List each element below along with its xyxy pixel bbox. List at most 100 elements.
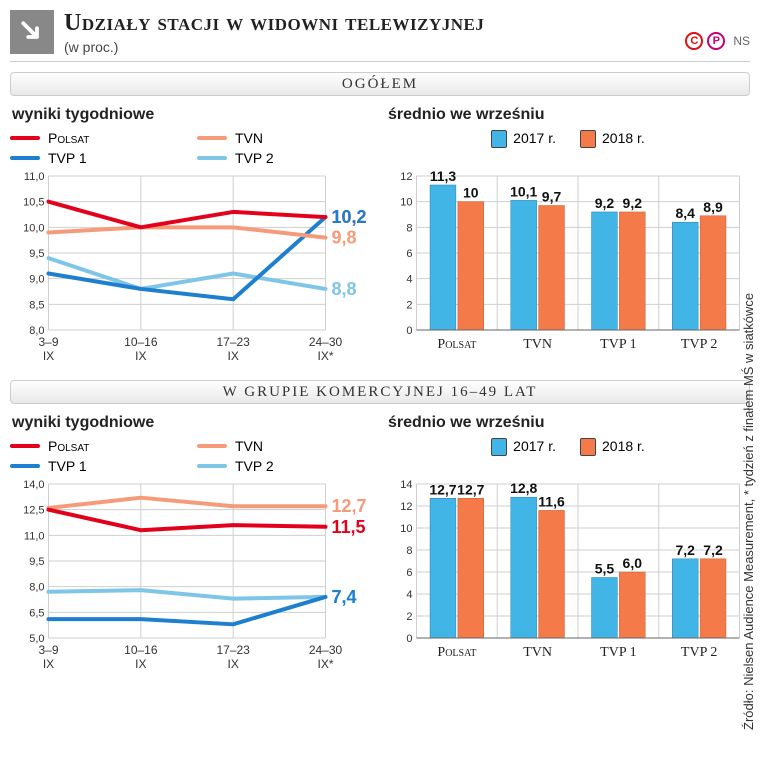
svg-text:6,0: 6,0 [623, 555, 643, 571]
svg-text:9,2: 9,2 [595, 195, 615, 211]
header: Udziały stacji w widowni telewizyjnej (w… [10, 0, 750, 62]
svg-text:IX: IX [135, 349, 146, 363]
svg-text:6: 6 [406, 248, 412, 260]
section-ribbon-ogolem: OGÓŁEM [10, 72, 750, 96]
komerc-bar-chart: 0246810121412,712,7Polsat12,811,6TVN5,56… [386, 466, 750, 666]
legend-item-tvn: TVN [197, 438, 374, 454]
ogolem-bar-chart: 02468101211,310Polsat10,19,7TVN9,29,2TVP… [386, 158, 750, 358]
svg-text:12,7: 12,7 [457, 482, 484, 498]
legend-item-polsat: Polsat [10, 438, 187, 454]
svg-text:8: 8 [406, 223, 412, 235]
panel-title-weekly-2: wyniki tygodniowe [12, 414, 374, 432]
svg-text:6,5: 6,5 [29, 607, 44, 619]
svg-text:IX: IX [43, 349, 54, 363]
svg-text:12: 12 [400, 171, 412, 183]
svg-text:IX*: IX* [317, 349, 333, 363]
svg-text:11,0: 11,0 [24, 530, 45, 542]
badges: C P NS [685, 32, 750, 50]
svg-text:Polsat: Polsat [437, 645, 476, 660]
svg-text:8,9: 8,9 [703, 199, 723, 215]
svg-text:3–9: 3–9 [38, 643, 58, 657]
legend-item-tvp1: TVP 1 [10, 150, 187, 166]
svg-text:17–23: 17–23 [216, 335, 250, 349]
svg-text:8,8: 8,8 [332, 279, 357, 299]
svg-text:9,5: 9,5 [29, 248, 44, 260]
legend-avg: 2017 r. 2018 r. [386, 130, 750, 148]
p-badge-icon: P [707, 32, 725, 50]
svg-text:4: 4 [406, 589, 412, 601]
svg-text:11,3: 11,3 [430, 168, 457, 184]
komerc-line-chart: 5,06,58,09,511,012,514,03–9IX10–16IX17–2… [10, 478, 374, 678]
svg-text:10: 10 [400, 523, 412, 535]
svg-text:IX: IX [135, 657, 146, 671]
legend-item-polsat: Polsat [10, 130, 187, 146]
legend-item-bar2017: 2017 r. [491, 438, 556, 456]
legend-item-bar2018: 2018 r. [580, 130, 645, 148]
svg-text:TVN: TVN [523, 337, 552, 352]
komerc-weekly-panel: wyniki tygodniowe PolsatTVNTVP 1TVP 2 5,… [10, 410, 374, 678]
svg-text:TVP 1: TVP 1 [600, 337, 636, 352]
komerc-avg-panel: średnio we wrześniu 2017 r.2018 r. 02468… [386, 410, 750, 678]
svg-text:TVP 2: TVP 2 [681, 645, 717, 660]
ogolem-line-chart: 8,08,59,09,510,010,511,03–9IX10–16IX17–2… [10, 170, 374, 370]
legend-item-tvn: TVN [197, 130, 374, 146]
legend-avg-2: 2017 r. 2018 r. [386, 438, 750, 456]
svg-text:10–16: 10–16 [124, 335, 158, 349]
svg-text:9,0: 9,0 [29, 274, 44, 286]
legend-weekly: Polsat TVN TVP 1 TVP 2 [10, 130, 374, 166]
svg-text:9,8: 9,8 [332, 228, 357, 248]
panel-title-weekly: wyniki tygodniowe [12, 106, 374, 124]
svg-text:12,8: 12,8 [510, 480, 537, 496]
ogolem-avg-panel: średnio we wrześniu 2017 r.2018 r. 02468… [386, 102, 750, 370]
svg-text:11,6: 11,6 [538, 494, 565, 510]
panel-title-avg: średnio we wrześniu [388, 106, 750, 124]
svg-text:10,5: 10,5 [23, 197, 44, 209]
svg-text:IX: IX [227, 657, 238, 671]
svg-text:9,2: 9,2 [623, 195, 643, 211]
arrow-down-right-icon [10, 10, 54, 54]
legend-item-tvp2: TVP 2 [197, 458, 374, 474]
svg-text:10: 10 [463, 185, 479, 201]
svg-text:12,7: 12,7 [429, 482, 456, 498]
legend-weekly-2: Polsat TVN TVP 1 TVP 2 [10, 438, 374, 474]
svg-text:7,2: 7,2 [675, 542, 695, 558]
svg-text:2: 2 [406, 300, 412, 312]
svg-text:9,7: 9,7 [542, 189, 562, 205]
svg-text:11,5: 11,5 [332, 517, 366, 537]
svg-text:6: 6 [406, 567, 412, 579]
svg-text:TVP 1: TVP 1 [600, 645, 636, 660]
svg-text:24–30: 24–30 [309, 335, 343, 349]
legend-item-tvp1: TVP 1 [10, 458, 187, 474]
svg-text:14,0: 14,0 [23, 479, 44, 491]
legend-item-bar2017: 2017 r. [491, 130, 556, 148]
legend-item-bar2018: 2018 r. [580, 438, 645, 456]
svg-text:10: 10 [400, 197, 412, 209]
svg-text:8,5: 8,5 [29, 299, 44, 311]
svg-text:17–23: 17–23 [216, 643, 250, 657]
svg-text:0: 0 [406, 633, 412, 645]
svg-text:3–9: 3–9 [38, 335, 58, 349]
svg-text:8: 8 [406, 545, 412, 557]
copyright-badge-icon: C [685, 32, 703, 50]
svg-text:IX: IX [227, 349, 238, 363]
svg-text:10,2: 10,2 [332, 207, 367, 227]
svg-text:8,4: 8,4 [675, 205, 695, 221]
legend-item-tvp2: TVP 2 [197, 150, 374, 166]
svg-text:12,5: 12,5 [23, 505, 44, 517]
svg-text:7,2: 7,2 [703, 542, 723, 558]
svg-text:11,0: 11,0 [24, 171, 45, 183]
svg-text:IX: IX [43, 657, 54, 671]
svg-text:12,7: 12,7 [332, 496, 367, 516]
svg-text:10–16: 10–16 [124, 643, 158, 657]
svg-text:10,1: 10,1 [510, 184, 537, 200]
svg-text:TVP 2: TVP 2 [681, 337, 717, 352]
panel-title-avg-2: średnio we wrześniu [388, 414, 750, 432]
svg-text:24–30: 24–30 [309, 643, 343, 657]
ogolem-weekly-panel: wyniki tygodniowe Polsat TVN TVP 1 TVP 2 8,… [10, 102, 374, 370]
svg-text:14: 14 [400, 479, 412, 491]
svg-text:12: 12 [400, 501, 412, 513]
svg-text:TVN: TVN [523, 645, 552, 660]
svg-text:8,0: 8,0 [29, 582, 44, 594]
svg-text:IX*: IX* [317, 657, 333, 671]
page-title: Udziały stacji w widowni telewizyjnej [64, 10, 675, 37]
